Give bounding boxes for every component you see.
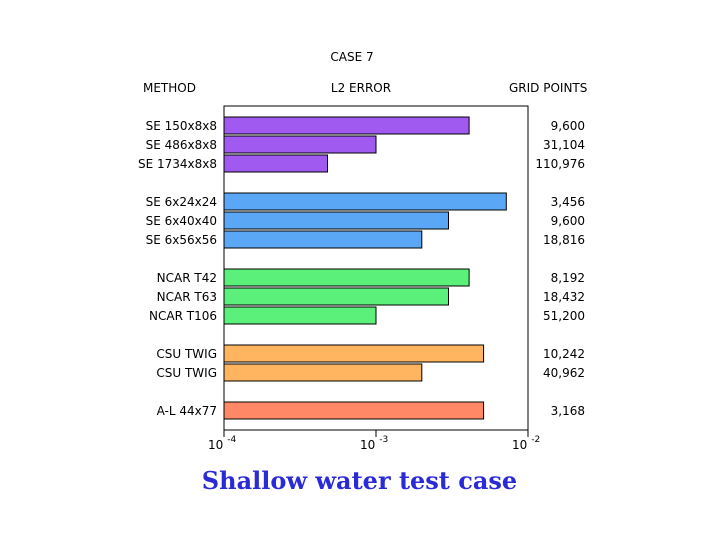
method-label: SE 6x24x24 bbox=[146, 195, 217, 209]
l2-error-header: L2 ERROR bbox=[331, 81, 391, 95]
grid-points-label: 51,200 bbox=[543, 309, 585, 323]
method-label: A-L 44x77 bbox=[157, 404, 217, 418]
grid-points-label: 18,816 bbox=[543, 233, 585, 247]
method-label: SE 6x40x40 bbox=[146, 214, 217, 228]
bar bbox=[223, 344, 485, 363]
x-tick-label: 10 -3 bbox=[360, 435, 388, 452]
bar bbox=[223, 268, 470, 287]
bars-layer: SE 150x8x8 9,600 SE 486x8x8 31,104 SE 1734x8… bbox=[138, 116, 585, 420]
bar bbox=[223, 135, 377, 154]
method-label: SE 6x56x56 bbox=[146, 233, 217, 247]
grid-points-label: 40,962 bbox=[543, 366, 585, 380]
grid-points-label: 10,242 bbox=[543, 347, 585, 361]
grid-points-label: 9,600 bbox=[551, 119, 585, 133]
method-label: SE 486x8x8 bbox=[146, 138, 217, 152]
bar bbox=[223, 211, 449, 230]
bar bbox=[223, 306, 377, 325]
bar bbox=[223, 192, 507, 211]
x-axis: 10 -4 10 -3 10 -2 bbox=[208, 430, 540, 452]
method-label: CSU TWIG bbox=[156, 366, 217, 380]
grid-points-label: 8,192 bbox=[551, 271, 585, 285]
method-label: NCAR T106 bbox=[149, 309, 217, 323]
grid-points-label: 3,456 bbox=[551, 195, 585, 209]
grid-points-label: 31,104 bbox=[543, 138, 585, 152]
bar bbox=[223, 363, 423, 382]
method-label: SE 150x8x8 bbox=[146, 119, 217, 133]
bar bbox=[223, 116, 470, 135]
method-label: NCAR T63 bbox=[157, 290, 217, 304]
grid-points-label: 3,168 bbox=[551, 404, 585, 418]
chart-title: CASE 7 bbox=[330, 50, 373, 64]
caption: Shallow water test case bbox=[201, 466, 518, 495]
x-tick-label: 10 -4 bbox=[208, 435, 237, 452]
x-tick-label: 10 -2 bbox=[512, 435, 540, 452]
bar bbox=[223, 401, 485, 420]
grid-points-header: GRID POINTS bbox=[509, 81, 587, 95]
grid-points-label: 9,600 bbox=[551, 214, 585, 228]
bar bbox=[223, 230, 423, 249]
method-label: NCAR T42 bbox=[157, 271, 217, 285]
method-label: CSU TWIG bbox=[156, 347, 217, 361]
method-label: SE 1734x8x8 bbox=[138, 157, 217, 171]
bar bbox=[223, 287, 449, 306]
method-header: METHOD bbox=[143, 81, 196, 95]
grid-points-label: 110,976 bbox=[535, 157, 585, 171]
bar bbox=[223, 154, 328, 173]
grid-points-label: 18,432 bbox=[543, 290, 585, 304]
